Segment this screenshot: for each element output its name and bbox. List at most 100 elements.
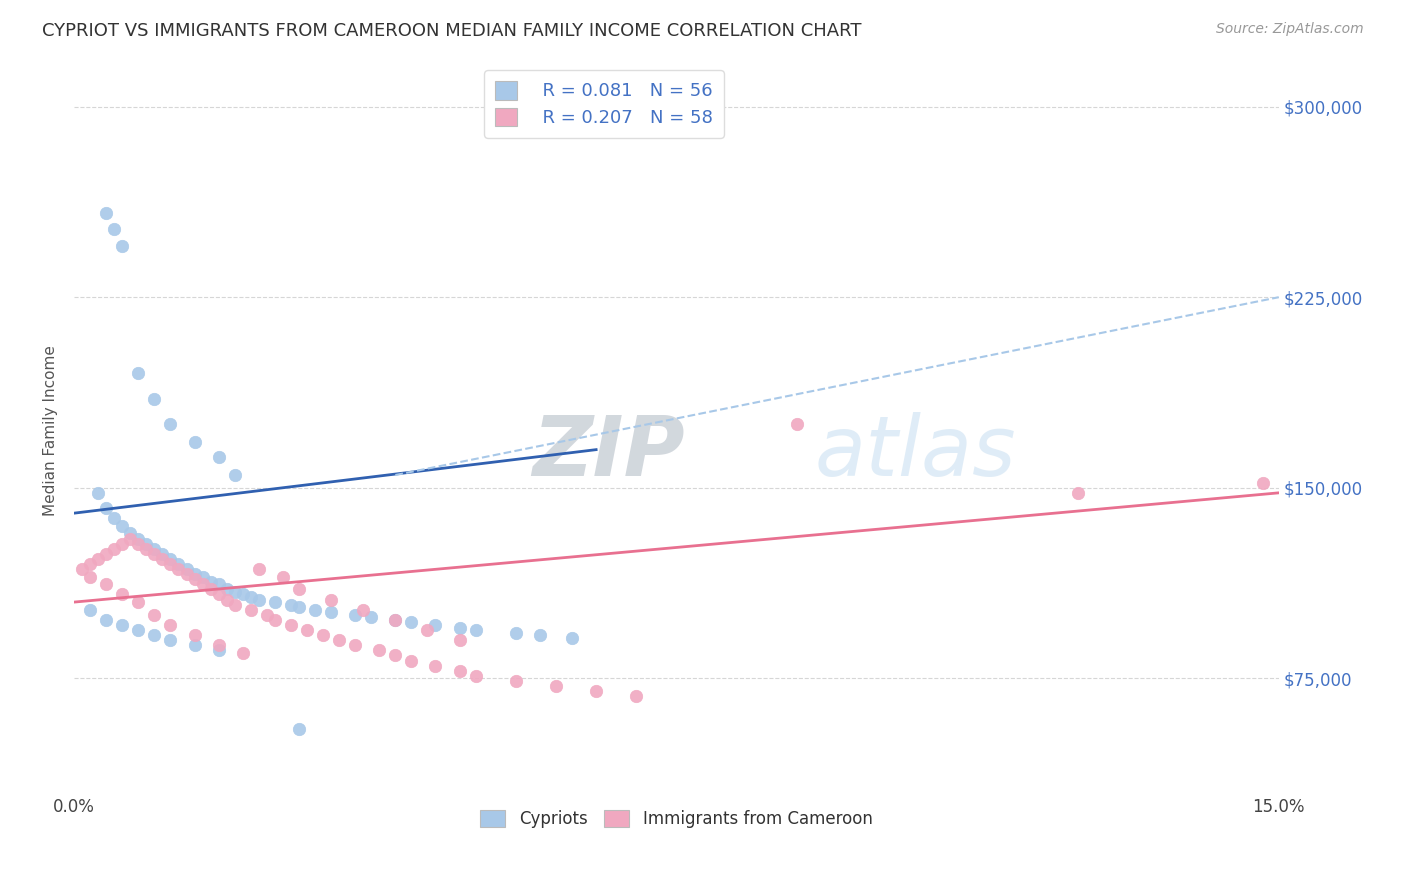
Point (96, 547, 118, 561)
Point (176, 567, 198, 582)
Point (304, 603, 326, 617)
Point (70, 562, 93, 576)
Point (786, 417, 808, 432)
Point (120, 526, 142, 541)
Point (626, 689, 648, 703)
Point (79, 570, 101, 584)
Point (232, 587, 254, 601)
Point (319, 592, 342, 607)
Point (183, 628, 205, 642)
Point (215, 592, 238, 607)
Point (464, 669, 486, 683)
Point (87, 486, 110, 500)
Point (352, 603, 374, 617)
Point (401, 615, 423, 630)
Point (152, 552, 174, 566)
Point (96, 501, 118, 516)
Point (96, 206, 118, 220)
Point (208, 638, 231, 652)
Point (247, 562, 270, 576)
Point (271, 570, 294, 584)
Point (127, 532, 149, 546)
Point (328, 633, 350, 648)
Point (416, 623, 439, 637)
Point (425, 658, 447, 673)
Text: Source: ZipAtlas.com: Source: ZipAtlas.com (1216, 22, 1364, 37)
Text: ZIP: ZIP (531, 412, 685, 492)
Point (529, 628, 551, 642)
Point (143, 541, 166, 556)
Point (111, 618, 134, 632)
Point (111, 587, 134, 601)
Point (215, 582, 238, 597)
Point (288, 582, 311, 597)
Point (280, 618, 302, 632)
Point (176, 562, 198, 576)
Point (280, 598, 302, 612)
Point (96, 613, 118, 627)
Point (263, 613, 285, 627)
Point (96, 577, 118, 591)
Point (191, 577, 214, 591)
Point (232, 646, 254, 660)
Point (127, 536, 149, 550)
Point (159, 557, 181, 571)
Point (143, 547, 166, 561)
Point (384, 613, 406, 627)
Point (360, 610, 382, 624)
Point (224, 468, 246, 483)
Point (183, 567, 205, 582)
Text: CYPRIOT VS IMMIGRANTS FROM CAMEROON MEDIAN FAMILY INCOME CORRELATION CHART: CYPRIOT VS IMMIGRANTS FROM CAMEROON MEDI… (42, 22, 862, 40)
Point (167, 557, 190, 571)
Point (505, 625, 527, 640)
Point (143, 392, 166, 406)
Point (449, 620, 471, 634)
Point (464, 623, 486, 637)
Point (143, 607, 166, 622)
Point (167, 562, 190, 576)
Point (368, 643, 391, 657)
Point (208, 577, 231, 591)
Point (247, 592, 270, 607)
Point (87, 552, 110, 566)
Point (111, 536, 134, 550)
Text: atlas: atlas (815, 412, 1017, 492)
Point (1067, 486, 1090, 500)
Point (239, 603, 262, 617)
Point (143, 628, 166, 642)
Point (152, 547, 174, 561)
Point (135, 541, 157, 556)
Point (208, 450, 231, 465)
Point (159, 552, 181, 566)
Point (191, 570, 214, 584)
Point (111, 519, 134, 533)
Point (344, 607, 367, 622)
Point (127, 623, 149, 637)
Point (239, 590, 262, 604)
Point (263, 595, 285, 609)
Point (1251, 475, 1274, 490)
Point (449, 664, 471, 678)
Point (120, 532, 142, 546)
Point (505, 673, 527, 688)
Point (159, 618, 181, 632)
Point (79, 603, 101, 617)
Point (200, 574, 222, 589)
Point (127, 367, 149, 381)
Point (344, 638, 367, 652)
Point (288, 600, 311, 615)
Point (159, 633, 181, 648)
Point (183, 572, 205, 586)
Legend: Cypriots, Immigrants from Cameroon: Cypriots, Immigrants from Cameroon (474, 804, 879, 835)
Point (111, 239, 134, 253)
Point (200, 582, 222, 597)
Point (135, 536, 157, 550)
Point (544, 679, 567, 693)
Point (319, 605, 342, 619)
Point (224, 585, 246, 599)
Point (79, 557, 101, 571)
Point (208, 587, 231, 601)
Y-axis label: Median Family Income: Median Family Income (44, 345, 58, 516)
Point (312, 628, 335, 642)
Point (401, 654, 423, 668)
